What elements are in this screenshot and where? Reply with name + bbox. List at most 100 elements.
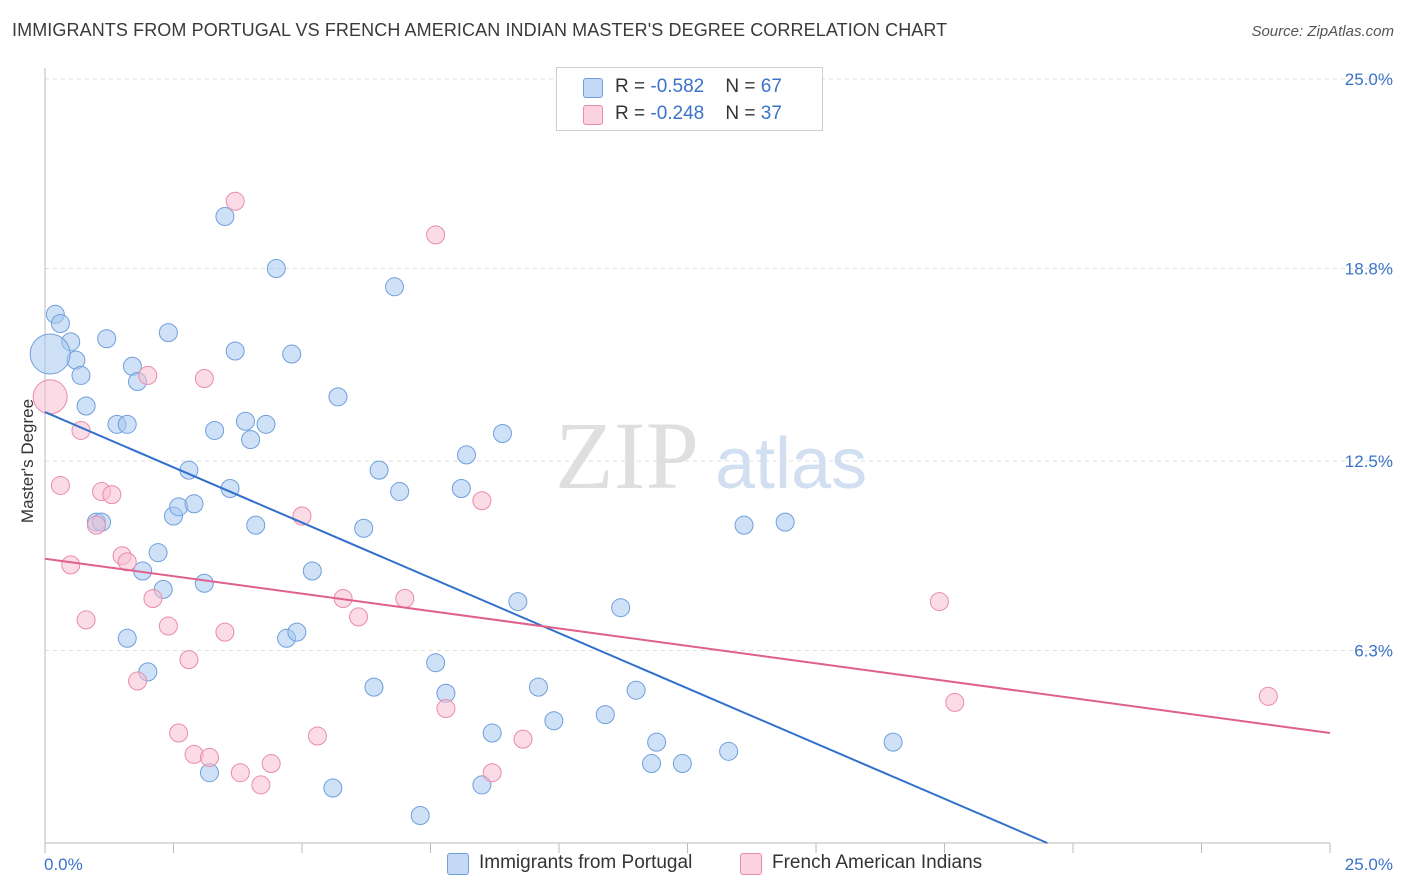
data-point [626, 680, 646, 700]
data-point [775, 512, 795, 532]
legend-n-label: N = [725, 76, 761, 97]
data-point [302, 561, 322, 581]
data-point [436, 699, 456, 719]
grid-lines [45, 78, 1392, 651]
chart-title: IMMIGRANTS FROM PORTUGAL VS FRENCH AMERI… [12, 20, 948, 40]
data-point [492, 423, 512, 443]
data-point [734, 515, 754, 535]
data-point [451, 479, 471, 499]
x-tick-label: 25.0% [1345, 855, 1393, 874]
data-point [169, 723, 189, 743]
y-tick-label: 6.3% [1354, 641, 1393, 660]
y-tick-label: 18.8% [1345, 259, 1393, 278]
data-point [929, 592, 949, 612]
axes [44, 68, 1331, 853]
data-point [194, 573, 214, 593]
legend-r-value: -0.248 [650, 103, 705, 124]
data-point [71, 365, 91, 385]
x-tick-label: 0.0% [44, 855, 83, 874]
data-point [426, 225, 446, 245]
stats-legend: R = -0.582 N = 67 R = -0.248 N = 37 [556, 67, 823, 131]
legend-n-value: 67 [760, 76, 782, 97]
data-point [215, 207, 235, 227]
data-point [266, 258, 286, 278]
series-swatch-blue [447, 853, 469, 875]
data-point [148, 543, 168, 563]
data-point [199, 747, 219, 767]
legend-r-value: -0.582 [650, 76, 705, 97]
trend-lines [44, 411, 1331, 844]
data-point [349, 607, 369, 627]
data-point [385, 277, 405, 297]
data-point [595, 705, 615, 725]
data-point [97, 329, 117, 349]
data-point [611, 598, 631, 618]
data-point [513, 729, 533, 749]
legend-swatch-blue [583, 78, 603, 98]
data-point [426, 653, 446, 673]
y-axis-title: Master's Degree [18, 399, 37, 523]
data-point [307, 726, 327, 746]
data-point [1258, 686, 1278, 706]
data-point [246, 515, 266, 535]
y-tick-label: 12.5% [1345, 452, 1393, 471]
data-point [241, 430, 261, 450]
data-point [158, 616, 178, 636]
data-point [647, 732, 667, 752]
data-point [50, 475, 70, 495]
data-point [456, 445, 476, 465]
legend-r-label: R = [615, 103, 651, 124]
data-point [261, 754, 281, 774]
data-point [194, 368, 214, 388]
data-point [369, 460, 389, 480]
data-point [225, 191, 245, 211]
legend-n-label: N = [725, 103, 761, 124]
data-point [138, 365, 158, 385]
data-point [235, 411, 255, 431]
data-point [482, 763, 502, 783]
data-point [102, 485, 122, 505]
legend-swatch-pink [583, 105, 603, 125]
data-point [256, 414, 276, 434]
data-point [76, 610, 96, 630]
data-point [472, 775, 492, 795]
data-point [482, 723, 502, 743]
data-point [328, 387, 348, 407]
series-name-portugal: Immigrants from Portugal [479, 852, 693, 873]
data-point [29, 333, 71, 375]
data-point [544, 711, 564, 731]
data-point [179, 650, 199, 670]
watermark-atlas: atlas [715, 424, 867, 504]
data-point [184, 494, 204, 514]
data-point [282, 344, 302, 364]
data-point [184, 744, 204, 764]
data-point [117, 414, 137, 434]
data-point [410, 805, 430, 825]
data-point [32, 379, 68, 415]
series-swatch-pink [740, 853, 762, 875]
data-point [86, 515, 106, 535]
trend-line [44, 557, 1331, 734]
series-name-french: French American Indians [772, 852, 983, 873]
watermark: ZIP atlas [555, 402, 867, 509]
legend-n-value: 37 [760, 103, 782, 124]
data-point [323, 778, 343, 798]
data-point [215, 622, 235, 642]
data-point [230, 763, 250, 783]
data-point [251, 775, 271, 795]
data-point [158, 323, 178, 343]
data-point [143, 589, 163, 609]
source-label: Source: ZipAtlas.com [1251, 23, 1394, 40]
axis-labels: 6.3% 12.5% 18.8% 25.0% 0.0% 25.0% Master's Deg… [18, 70, 1393, 874]
data-point [528, 677, 548, 697]
data-point [50, 313, 70, 333]
data-point [354, 518, 374, 538]
data-point [390, 482, 410, 502]
data-point [472, 491, 492, 511]
data-point [225, 341, 245, 361]
watermark-zip: ZIP [555, 402, 699, 509]
data-point [287, 622, 307, 642]
data-point [205, 420, 225, 440]
data-point [76, 396, 96, 416]
